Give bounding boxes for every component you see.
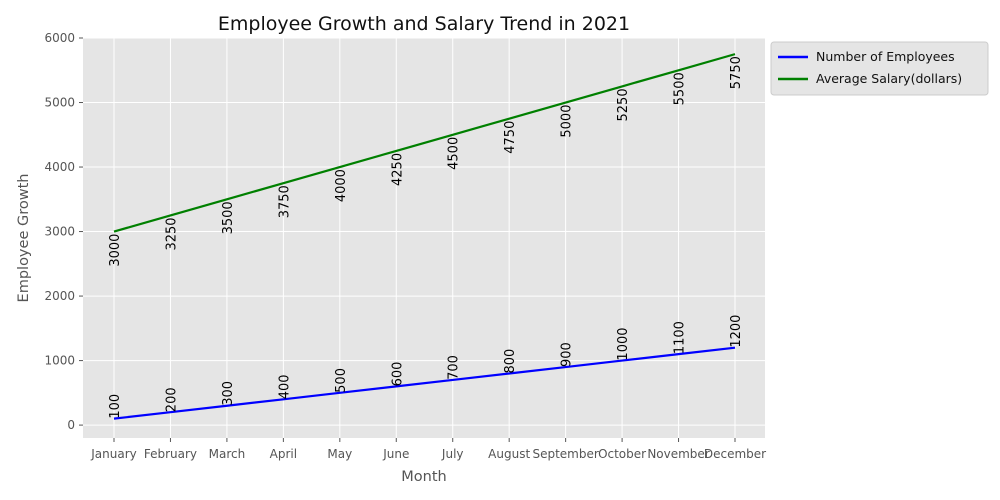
- data-label: 3500: [221, 201, 236, 234]
- x-tick-label: October: [598, 447, 646, 461]
- data-label: 5250: [616, 88, 631, 121]
- series-line: [113, 346, 736, 420]
- legend-label-salary: Average Salary(dollars): [816, 71, 962, 86]
- y-tick-label: 2000: [44, 289, 75, 303]
- x-axis-ticks: January February March April May June July Augu…: [90, 438, 766, 461]
- grid-lines: [83, 37, 765, 438]
- series-lines: [113, 53, 736, 420]
- legend-label-employees: Number of Employees: [816, 49, 955, 64]
- y-tick-label: 1000: [44, 354, 75, 368]
- legend-box: [770, 41, 989, 96]
- x-tick-label: July: [441, 447, 464, 461]
- data-label: 4750: [503, 121, 518, 154]
- y-tick-label: 6000: [44, 31, 75, 45]
- series-line: [113, 53, 736, 233]
- x-tick-label: December: [704, 447, 766, 461]
- data-label: 700: [447, 355, 462, 380]
- x-tick-label: January: [90, 447, 137, 461]
- x-tick-label: March: [209, 447, 246, 461]
- x-tick-label: September: [532, 447, 598, 461]
- data-labels: 100 200 300 400 500 600 700 800 900 1000 1100 1200 3…: [108, 56, 744, 419]
- x-axis-title: Month: [401, 469, 446, 485]
- x-tick-label: February: [144, 447, 197, 461]
- legend: Number of Employees Average Salary(dolla…: [770, 41, 989, 96]
- y-tick-label: 0: [67, 418, 75, 432]
- y-axis-ticks: 0 1000 2000 3000 4000 5000 6000: [44, 31, 83, 432]
- data-label: 200: [164, 387, 179, 412]
- data-label: 1200: [729, 315, 744, 348]
- x-tick-label: April: [270, 447, 297, 461]
- y-axis-title: Employee Growth: [16, 174, 32, 303]
- plot-background: [83, 38, 765, 438]
- y-tick-label: 4000: [44, 160, 75, 174]
- data-label: 3250: [164, 217, 179, 250]
- data-label: 800: [503, 349, 518, 374]
- data-label: 900: [560, 342, 575, 367]
- chart-title: Employee Growth and Salary Trend in 2021: [218, 13, 630, 35]
- data-label: 100: [108, 394, 123, 419]
- data-label: 4250: [390, 153, 405, 186]
- data-label: 300: [221, 381, 236, 406]
- data-label: 400: [277, 374, 292, 399]
- data-label: 5000: [560, 105, 575, 138]
- data-label: 600: [390, 362, 405, 387]
- data-label: 5500: [673, 72, 688, 105]
- data-label: 500: [334, 368, 349, 393]
- x-tick-label: August: [488, 447, 530, 461]
- data-label: 1000: [616, 327, 631, 360]
- data-label: 4500: [447, 137, 462, 170]
- x-tick-label: November: [647, 447, 709, 461]
- y-tick-label: 5000: [44, 96, 75, 110]
- data-label: 5750: [729, 56, 744, 89]
- x-tick-label: June: [382, 447, 409, 461]
- data-label: 3750: [277, 185, 292, 218]
- y-tick-label: 3000: [44, 225, 75, 239]
- x-tick-label: May: [327, 447, 352, 461]
- data-label: 3000: [108, 234, 123, 267]
- data-label: 4000: [334, 169, 349, 202]
- data-label: 1100: [673, 321, 688, 354]
